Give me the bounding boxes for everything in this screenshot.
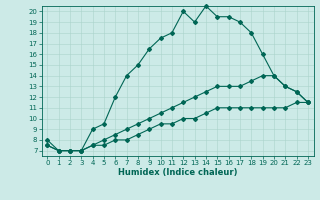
X-axis label: Humidex (Indice chaleur): Humidex (Indice chaleur) bbox=[118, 168, 237, 177]
